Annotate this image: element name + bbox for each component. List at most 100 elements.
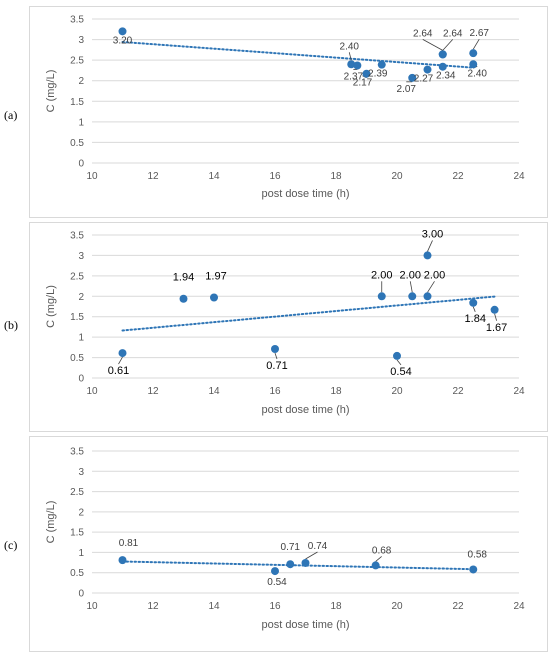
- data-point-a-2: [353, 61, 362, 70]
- data-point-b-4: [377, 292, 386, 301]
- leader-line-c-4: [375, 556, 382, 562]
- y-tick-label-b-1: 0.5: [70, 353, 84, 364]
- data-point-c-2: [286, 560, 295, 569]
- y-tick-label-c-0: 0: [78, 589, 84, 600]
- x-tick-label-b-4: 18: [330, 386, 342, 397]
- x-tick-label-b-5: 20: [391, 386, 403, 397]
- y-tick-label-a-0: 0: [78, 159, 84, 170]
- data-label-a-4: 2.39: [368, 69, 388, 80]
- chart-panel-c: [29, 436, 548, 652]
- x-tick-label-b-3: 16: [269, 386, 281, 397]
- x-tick-label-b-0: 10: [86, 386, 98, 397]
- data-point-b-8: [423, 251, 432, 260]
- leader-line-b-5: [396, 359, 402, 366]
- x-tick-label-b-2: 14: [208, 386, 220, 397]
- data-point-b-5: [393, 351, 401, 360]
- chart-panel-b: [29, 222, 548, 432]
- data-label-c-0: 0.81: [119, 538, 139, 549]
- data-label-b-0: 0.61: [108, 365, 129, 377]
- y-tick-label-c-1: 0.5: [70, 568, 84, 579]
- y-tick-label-b-3: 1.5: [70, 312, 84, 323]
- data-point-a-6: [423, 65, 432, 74]
- y-tick-label-a-3: 1.5: [70, 97, 84, 108]
- data-point-c-1: [271, 567, 279, 576]
- x-tick-label-c-5: 20: [391, 601, 403, 612]
- data-label-a-3: 2.17: [353, 78, 373, 89]
- data-point-a-1: [347, 60, 356, 69]
- data-label-a-2: 2.37: [344, 71, 364, 82]
- leader-line-b-3: [274, 352, 278, 360]
- data-point-a-9: [438, 50, 447, 59]
- data-point-b-6: [408, 292, 417, 301]
- trendline-a: [121, 40, 475, 69]
- x-tick-label-b-7: 24: [513, 386, 525, 397]
- data-point-a-4: [377, 60, 386, 69]
- leader-line-b-8: [427, 240, 433, 252]
- y-tick-label-a-2: 1: [78, 117, 84, 128]
- panel-label-c: (c): [4, 538, 18, 552]
- data-label-a-8: 2.64: [413, 28, 433, 39]
- leader-line-b-10: [494, 313, 497, 321]
- data-label-a-5: 2.07: [397, 84, 417, 95]
- x-tick-label-a-5: 20: [391, 171, 403, 182]
- x-tick-label-a-4: 18: [330, 171, 342, 182]
- data-label-b-4: 2.00: [371, 269, 392, 281]
- data-label-b-9: 1.84: [465, 313, 486, 325]
- y-axis-title-a: C (mg/L): [45, 70, 57, 113]
- data-point-b-10: [490, 305, 499, 314]
- leader-line-a-1: [348, 52, 352, 61]
- y-tick-label-c-7: 3.5: [70, 447, 84, 458]
- data-label-b-8: 3.00: [422, 228, 443, 240]
- y-axis-title-b: C (mg/L): [45, 285, 57, 328]
- data-point-b-1: [179, 294, 188, 303]
- x-tick-label-a-6: 22: [452, 171, 464, 182]
- y-tick-label-a-6: 3: [78, 35, 84, 46]
- data-label-c-2: 0.71: [281, 542, 301, 553]
- leader-line-b-7: [427, 281, 435, 293]
- y-tick-label-a-1: 0.5: [70, 138, 84, 149]
- y-tick-label-b-4: 2: [78, 292, 84, 303]
- leader-line-a-9: [442, 39, 454, 51]
- data-point-a-3: [362, 69, 371, 78]
- data-label-b-7: 2.00: [424, 269, 445, 281]
- chart-panel-a: [29, 6, 548, 218]
- data-label-b-10: 1.67: [486, 322, 507, 334]
- data-point-b-7: [423, 292, 432, 301]
- y-tick-label-b-0: 0: [78, 374, 84, 385]
- x-tick-label-c-3: 16: [269, 601, 281, 612]
- x-axis-title-a: post dose time (h): [261, 188, 349, 200]
- x-tick-label-c-4: 18: [330, 601, 342, 612]
- data-label-c-3: 0.74: [308, 541, 328, 552]
- data-point-b-2: [210, 293, 218, 302]
- x-tick-label-b-6: 22: [452, 386, 464, 397]
- leader-line-c-3: [305, 551, 318, 560]
- data-point-a-10: [469, 49, 478, 58]
- data-point-c-5: [469, 565, 478, 574]
- data-label-a-1: 2.40: [340, 41, 360, 52]
- y-tick-label-b-5: 2.5: [70, 271, 84, 282]
- trendline-b: [121, 295, 496, 332]
- x-axis-title-b: post dose time (h): [261, 404, 349, 416]
- data-label-a-10: 2.67: [470, 28, 490, 39]
- y-axis-title-c: C (mg/L): [45, 501, 57, 544]
- y-tick-label-b-6: 3: [78, 251, 84, 262]
- y-tick-label-a-7: 3.5: [70, 15, 84, 26]
- data-label-c-4: 0.68: [372, 545, 392, 556]
- data-label-b-3: 0.71: [266, 360, 287, 372]
- data-label-a-0: 3.20: [113, 35, 133, 46]
- data-label-c-5: 0.58: [468, 549, 488, 560]
- panel-label-a: (a): [4, 108, 18, 122]
- leader-line-b-0: [118, 356, 123, 365]
- x-tick-label-a-1: 12: [147, 171, 159, 182]
- leader-line-b-6: [409, 281, 413, 293]
- y-tick-label-c-3: 1.5: [70, 528, 84, 539]
- y-tick-label-c-5: 2.5: [70, 487, 84, 498]
- data-label-b-1: 1.94: [173, 272, 194, 284]
- x-tick-label-a-2: 14: [208, 171, 220, 182]
- x-tick-label-a-3: 16: [269, 171, 281, 182]
- y-tick-label-b-2: 1: [78, 333, 84, 344]
- data-label-a-11: 2.40: [468, 68, 488, 79]
